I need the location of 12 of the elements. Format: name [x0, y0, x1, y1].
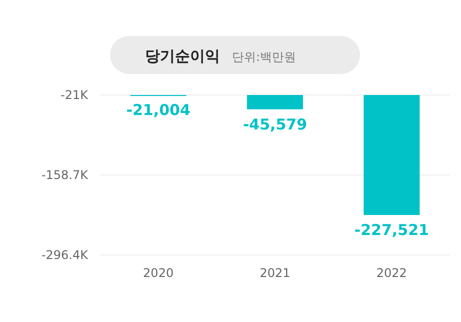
chart-title: 당기순이익: [145, 47, 220, 65]
title: 당기순이익 단위:백만원: [110, 36, 360, 74]
chart-subtitle: 단위:백만원: [232, 50, 296, 64]
x-tick-label: 2022: [376, 266, 407, 280]
x-tick-label: 2020: [143, 266, 174, 280]
y-tick-label: -21K: [60, 88, 90, 102]
x-tick-label: 2021: [260, 266, 290, 280]
data-label: -21,004: [126, 101, 190, 119]
y-tick-label: -158.7K: [41, 168, 90, 182]
data-label: -45,579: [242, 115, 308, 134]
data-label: -227,521: [354, 220, 429, 239]
y-tick-label: -296.4K: [41, 248, 90, 262]
